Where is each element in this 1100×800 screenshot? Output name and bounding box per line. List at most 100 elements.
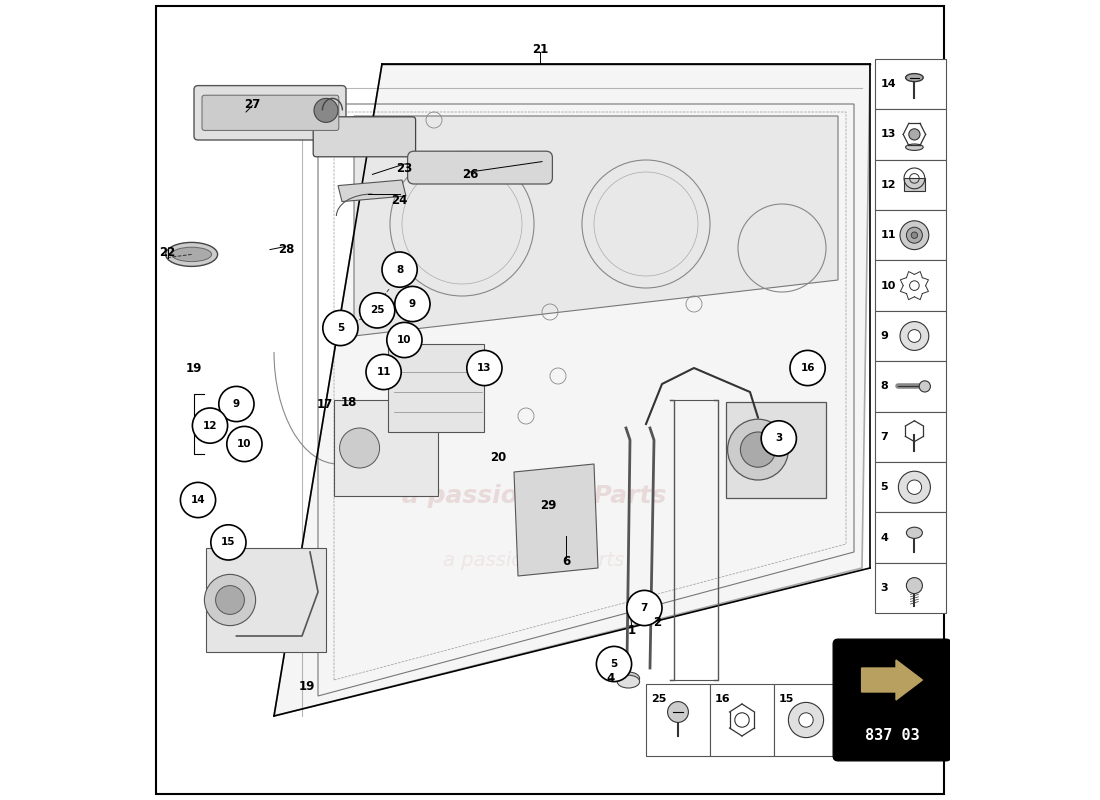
Text: 3: 3	[880, 583, 888, 593]
Circle shape	[799, 713, 813, 727]
Text: 12: 12	[202, 421, 218, 430]
Circle shape	[908, 330, 921, 342]
Text: 7: 7	[640, 603, 648, 613]
Text: 10: 10	[397, 335, 411, 345]
Bar	[874, 210, 946, 261]
Bar	[206, 548, 326, 652]
Text: 16: 16	[801, 363, 815, 373]
Circle shape	[366, 354, 402, 390]
Text: 24: 24	[392, 194, 408, 206]
Bar	[334, 400, 438, 496]
Polygon shape	[514, 464, 598, 576]
Circle shape	[909, 129, 920, 140]
Text: 23: 23	[396, 162, 412, 174]
Circle shape	[192, 408, 228, 443]
Text: 14: 14	[190, 495, 206, 505]
Circle shape	[911, 232, 917, 238]
Circle shape	[322, 310, 358, 346]
Text: 6: 6	[562, 555, 570, 568]
Bar	[874, 462, 946, 512]
Polygon shape	[338, 180, 406, 202]
Bar	[388, 344, 484, 432]
Text: 18: 18	[340, 396, 356, 409]
Bar	[874, 411, 946, 462]
Circle shape	[789, 702, 824, 738]
Text: 11: 11	[376, 367, 390, 377]
Text: 5: 5	[337, 323, 344, 333]
Text: 5: 5	[610, 659, 617, 669]
FancyBboxPatch shape	[408, 151, 552, 184]
Bar	[874, 58, 946, 109]
Ellipse shape	[617, 675, 639, 688]
Text: 25: 25	[651, 694, 667, 704]
Polygon shape	[354, 116, 838, 336]
Circle shape	[627, 590, 662, 626]
Circle shape	[790, 350, 825, 386]
Circle shape	[727, 419, 789, 480]
Text: 16: 16	[715, 694, 730, 704]
Circle shape	[735, 713, 749, 727]
Text: 12: 12	[880, 180, 895, 190]
Circle shape	[596, 646, 631, 682]
Circle shape	[761, 421, 796, 456]
Circle shape	[899, 471, 931, 503]
Circle shape	[920, 381, 931, 392]
Circle shape	[908, 480, 922, 494]
Circle shape	[740, 432, 776, 467]
FancyBboxPatch shape	[194, 86, 346, 140]
Text: 20: 20	[490, 451, 506, 464]
Text: 17: 17	[317, 398, 332, 410]
Bar	[774, 684, 838, 756]
Circle shape	[906, 578, 923, 594]
Polygon shape	[274, 64, 870, 716]
Text: 9: 9	[233, 399, 240, 409]
Bar	[874, 362, 946, 411]
Text: 19: 19	[298, 680, 315, 693]
Circle shape	[668, 702, 689, 722]
Text: 9: 9	[880, 331, 889, 341]
Circle shape	[227, 426, 262, 462]
Circle shape	[395, 286, 430, 322]
Bar	[874, 563, 946, 613]
Text: 25: 25	[370, 306, 385, 315]
Text: 26: 26	[462, 168, 478, 181]
Circle shape	[360, 293, 395, 328]
Bar	[710, 684, 774, 756]
Text: 7: 7	[880, 432, 888, 442]
Ellipse shape	[905, 144, 923, 150]
Text: a passion for Parts: a passion for Parts	[402, 484, 667, 508]
Text: 15: 15	[221, 538, 235, 547]
Bar	[874, 160, 946, 210]
Circle shape	[387, 322, 422, 358]
Ellipse shape	[906, 527, 923, 538]
Text: 8: 8	[396, 265, 404, 274]
Circle shape	[205, 574, 255, 626]
Circle shape	[216, 586, 244, 614]
Text: 9: 9	[409, 299, 416, 309]
Circle shape	[466, 350, 502, 386]
Text: 8: 8	[880, 382, 888, 391]
FancyBboxPatch shape	[314, 117, 416, 157]
Circle shape	[314, 98, 338, 122]
Bar	[874, 110, 946, 160]
Text: 3: 3	[776, 434, 782, 443]
Circle shape	[900, 322, 928, 350]
Text: 28: 28	[278, 243, 294, 256]
Bar	[874, 513, 946, 563]
Text: 14: 14	[880, 79, 896, 89]
Text: 13: 13	[477, 363, 492, 373]
Text: a passion for Parts: a passion for Parts	[443, 550, 625, 570]
Bar	[726, 402, 826, 498]
Text: 19: 19	[186, 362, 202, 374]
Circle shape	[340, 428, 379, 468]
Text: 10: 10	[880, 281, 895, 290]
Text: 1: 1	[627, 624, 636, 637]
Bar	[904, 178, 925, 191]
FancyBboxPatch shape	[833, 639, 950, 761]
Circle shape	[906, 227, 923, 243]
Ellipse shape	[905, 74, 923, 82]
Polygon shape	[861, 660, 923, 700]
Ellipse shape	[172, 247, 211, 262]
Bar	[646, 684, 710, 756]
Text: 21: 21	[532, 43, 549, 56]
